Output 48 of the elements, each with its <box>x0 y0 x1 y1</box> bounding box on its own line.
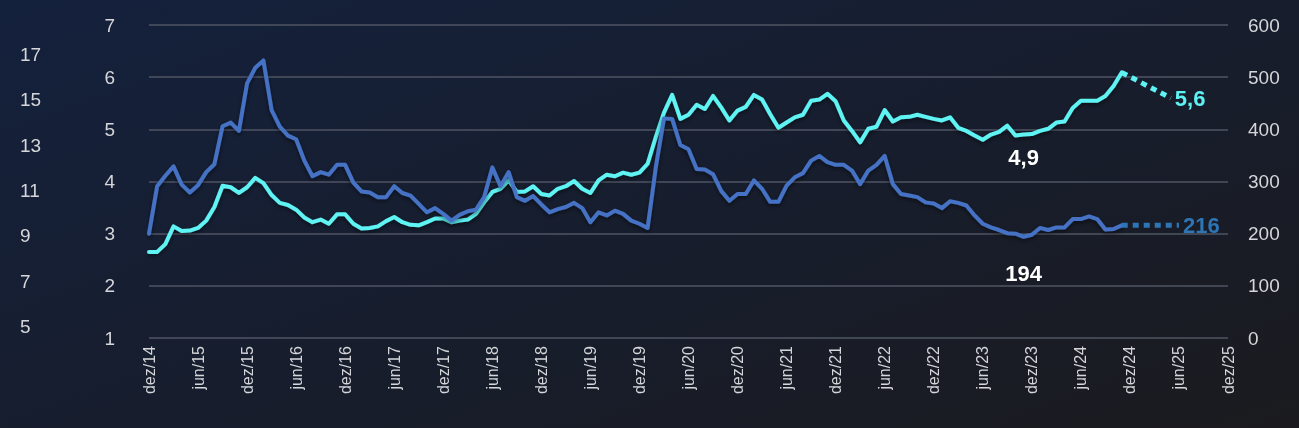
x-tick-label: dez/23 <box>1023 345 1041 395</box>
y-tick-label: 6 <box>104 66 115 88</box>
data-label: 5,6 <box>1174 85 1206 111</box>
y3-tick-label: 11 <box>20 180 40 202</box>
x-tick-label: jun/17 <box>385 345 403 391</box>
x-tick-label: dez/15 <box>238 345 256 395</box>
x-tick-label: dez/25 <box>1219 345 1237 395</box>
y-tick-label: 5 <box>104 118 115 140</box>
data-label: 194 <box>1005 261 1043 287</box>
y-tick-label: 2 <box>104 275 115 297</box>
x-tick-label: jun/20 <box>680 345 697 391</box>
x-tick-label: dez/14 <box>140 345 158 395</box>
y3-tick-label: 15 <box>20 89 42 111</box>
x-tick-label: jun/22 <box>876 345 894 391</box>
y2-tick-label: 200 <box>1248 223 1280 245</box>
y3-tick-label: 17 <box>20 43 42 65</box>
x-tick-label: jun/18 <box>483 345 501 391</box>
x-tick-label: jun/19 <box>581 345 599 391</box>
y3-tick-label: 9 <box>20 225 31 247</box>
data-label: 4,9 <box>1008 145 1039 171</box>
y-tick-label: 1 <box>104 327 115 349</box>
y2-tick-label: 400 <box>1248 118 1280 140</box>
x-tick-label: jun/25 <box>1170 345 1188 391</box>
x-tick-label: jun/24 <box>1072 345 1090 391</box>
y-tick-label: 7 <box>104 14 115 36</box>
y-tick-label: 4 <box>104 171 116 192</box>
x-tick-label: dez/19 <box>630 345 648 395</box>
y3-tick-label: 13 <box>20 134 42 156</box>
data-label: 216 <box>1182 212 1220 238</box>
y2-tick-label: 100 <box>1248 275 1280 297</box>
x-tick-label: jun/16 <box>287 345 305 391</box>
y2-tick-label: 300 <box>1248 171 1280 192</box>
y2-tick-label: 500 <box>1248 66 1280 88</box>
y2-tick-label: 600 <box>1248 14 1280 36</box>
y3-tick-label: 7 <box>20 270 31 292</box>
y-tick-label: 3 <box>104 223 115 245</box>
x-tick-label: jun/15 <box>189 345 207 391</box>
x-tick-label: dez/22 <box>925 345 943 395</box>
x-tick-label: dez/24 <box>1121 345 1139 395</box>
x-tick-label: jun/23 <box>974 345 992 391</box>
x-tick-label: dez/17 <box>434 345 452 395</box>
y3-tick-label: 5 <box>20 316 31 338</box>
y2-tick-label: 0 <box>1248 327 1259 349</box>
x-tick-label: jun/21 <box>778 345 796 391</box>
x-tick-label: dez/20 <box>729 345 747 395</box>
x-tick-label: dez/18 <box>532 345 550 395</box>
x-tick-label: dez/16 <box>336 345 354 395</box>
x-tick-label: dez/21 <box>827 345 845 395</box>
